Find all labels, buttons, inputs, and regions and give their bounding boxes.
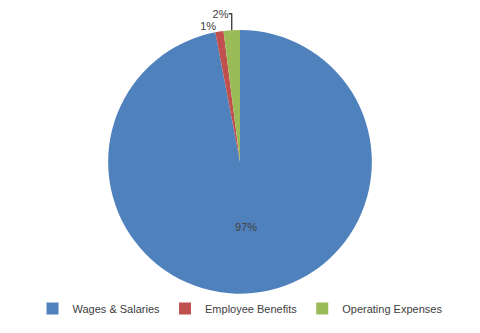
svg-text:Wages & Salaries: Wages & Salaries <box>73 303 161 315</box>
svg-text:2%: 2% <box>213 8 229 20</box>
svg-text:Employee Benefits: Employee Benefits <box>205 303 297 315</box>
svg-text:97%: 97% <box>235 221 257 233</box>
svg-text:Operating Expenses: Operating Expenses <box>342 303 442 315</box>
svg-text:1%: 1% <box>200 20 216 32</box>
